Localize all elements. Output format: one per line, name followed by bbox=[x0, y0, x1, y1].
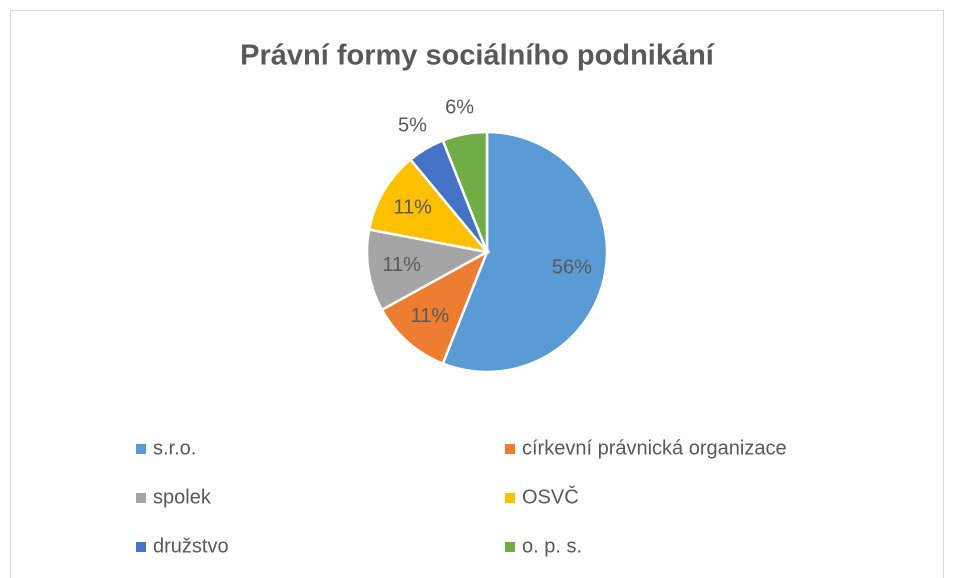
data-label: 6% bbox=[445, 96, 474, 118]
legend-marker bbox=[136, 542, 146, 552]
data-label: 11% bbox=[411, 305, 450, 327]
legend-marker bbox=[505, 542, 515, 552]
chart-title: Právní formy sociálního podnikání bbox=[240, 40, 715, 72]
pie-slice bbox=[441, 130, 489, 253]
legend-label: OSVČ bbox=[522, 485, 579, 508]
legend-label: o. p. s. bbox=[522, 535, 582, 557]
legend-label: s.r.o. bbox=[153, 437, 196, 459]
data-label: 11% bbox=[393, 196, 432, 218]
legend-label: církevní právnická organizace bbox=[522, 437, 787, 459]
legend-marker bbox=[136, 444, 146, 454]
legend-marker bbox=[505, 444, 515, 454]
legend-marker bbox=[505, 493, 515, 503]
pie-slice bbox=[365, 228, 491, 312]
pie-slice bbox=[441, 130, 609, 374]
data-label: 11% bbox=[382, 254, 421, 276]
data-label: 5% bbox=[398, 114, 427, 136]
legend-label: spolek bbox=[153, 486, 212, 508]
data-label: 56% bbox=[552, 256, 592, 278]
pie-slice bbox=[380, 249, 490, 366]
pie-slice bbox=[367, 157, 491, 254]
legend-marker bbox=[136, 493, 146, 503]
legend-label: družstvo bbox=[153, 535, 229, 557]
